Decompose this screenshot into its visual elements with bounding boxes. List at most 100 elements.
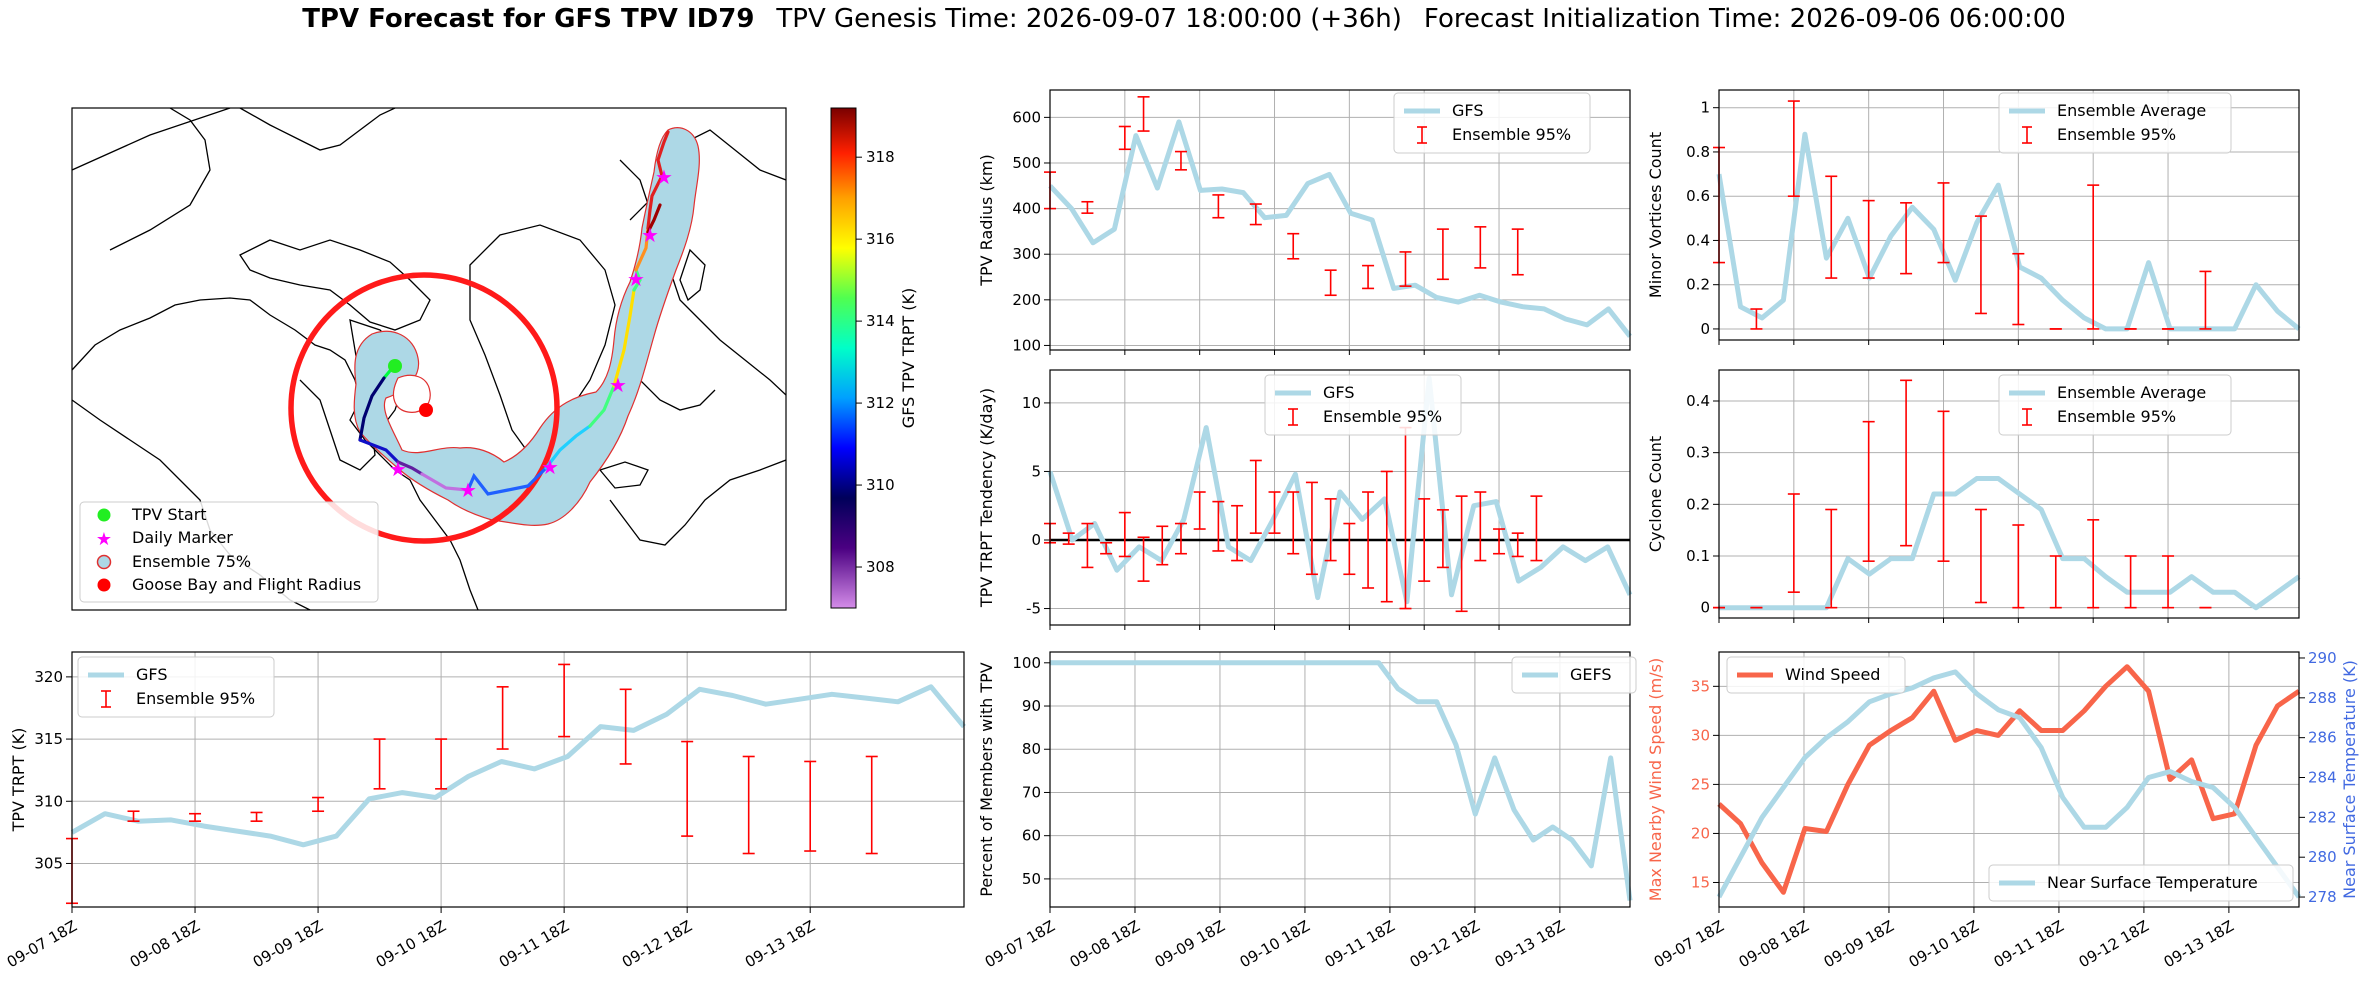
daily-marker: ★ (459, 478, 477, 502)
chart-wind_temp: 15 20 25 30 35 Max Nearby Wind Speed (m/s) 09-… (1646, 649, 2359, 971)
y2-axis-label: Near Surface Temperature (K) (2340, 660, 2359, 899)
y2-tick-label: 290 (2308, 649, 2337, 667)
y-axis-label: TPV Radius (km) (977, 154, 996, 287)
colorbar-tick-label: 308 (866, 558, 895, 576)
legend-label: Ensemble Average (2057, 101, 2206, 120)
series-line-near-surface-temperature (1716, 669, 2302, 899)
y-tick-label: 300 (1012, 245, 1041, 263)
y-tick-label: 0 (1031, 531, 1041, 549)
track-seg-2 (358, 376, 386, 442)
map-legend: TPV Start ★ Daily Marker Ensemble 75% Go… (79, 501, 379, 603)
y-tick-label: 0.2 (1686, 495, 1710, 513)
y-axis-label: Max Nearby Wind Speed (m/s) (1646, 658, 1665, 901)
legend-goose-bay-label: Goose Bay and Flight Radius (132, 575, 361, 594)
map-panel: ★ ★ ★ ★ ★ ★ ★ TPV Start ★ Daily Marker (71, 107, 918, 611)
coastline-uk (679, 248, 706, 302)
series-line-gfs (1047, 375, 1633, 605)
x-tick-label: 09-09 18Z (1152, 917, 1228, 971)
y-tick-label: 35 (1691, 677, 1710, 695)
legend: Ensemble Average Ensemble 95% (1998, 92, 2232, 154)
y-tick-label: -5 (1026, 600, 1041, 618)
legend-label: Ensemble 95% (1323, 407, 1442, 426)
y-tick-label: 0.3 (1686, 444, 1710, 462)
y-tick-label: 305 (34, 854, 63, 872)
daily-marker: ★ (609, 373, 627, 397)
coastline-iceland (598, 461, 649, 489)
track-seg-5 (420, 472, 470, 492)
chart-percent: 50 60 70 80 90 100 Percent of Members with TPV… (977, 651, 1637, 971)
track-seg-3 (358, 438, 400, 464)
y-tick-label: 10 (1022, 394, 1041, 412)
x-tick-label: 09-09 18Z (1821, 917, 1897, 971)
legend-box (1264, 374, 1462, 436)
legend-label: GFS (136, 665, 167, 684)
x-tick-label: 09-13 18Z (1492, 917, 1568, 971)
title-main: TPV Forecast for GFS TPV ID79 (302, 4, 755, 34)
y-tick-label: 320 (34, 668, 63, 686)
x-tick-label: 09-12 18Z (619, 917, 695, 971)
y-tick-label: 0.4 (1686, 231, 1710, 249)
legend-box (1988, 864, 2294, 902)
y-tick-label: 0 (1700, 320, 1710, 338)
y-tick-label: 400 (1012, 200, 1041, 218)
legend-goose-bay-icon (97, 578, 111, 592)
plot-frame (1049, 369, 1631, 626)
plot-frame (1049, 89, 1631, 351)
coastline-misc-2 (639, 379, 716, 411)
coastline-north-america (72, 297, 479, 610)
chart-radius: 100 200 300 400 500 600 TPV Radius (km) GFS Ense… (977, 89, 1632, 355)
legend-box (1726, 656, 1906, 694)
legend-label: Ensemble 95% (136, 689, 255, 708)
legend-label: GEFS (1570, 665, 1612, 684)
series-line-wind-speed (1717, 664, 2301, 895)
coastline-greenland (469, 224, 616, 456)
colorbar-label: GFS TPV TRPT (K) (899, 288, 918, 428)
colorbar-tick-label: 312 (866, 394, 895, 412)
legend: GEFS (1511, 656, 1637, 694)
colorbar-tick-label: 310 (866, 476, 895, 494)
legend-ensemble-label: Ensemble 75% (132, 552, 251, 571)
daily-markers: ★ ★ ★ ★ ★ ★ ★ (389, 165, 673, 502)
legend: Wind Speed (1726, 656, 1906, 694)
flight-radius-circle (288, 272, 560, 544)
legend-daily-marker-label: Daily Marker (132, 528, 233, 547)
y-tick-label: 0.2 (1686, 276, 1710, 294)
legend-daily-marker-icon: ★ (96, 529, 112, 550)
series-line-ensemble-average (1716, 131, 2301, 332)
y-axis-label: Cyclone Count (1646, 436, 1665, 552)
y-tick-label: 315 (34, 730, 63, 748)
series-line-gfs (70, 684, 966, 848)
tpv-track (358, 130, 670, 496)
track-seg-4 (396, 460, 424, 476)
y-axis-label: TPV TRPT (K) (9, 728, 28, 833)
track-seg-12 (646, 130, 670, 230)
y-tick-label: 310 (34, 792, 63, 810)
y2-tick-label: 278 (2308, 888, 2337, 906)
coastline-lat-line (72, 108, 231, 171)
x-tick-label: 09-08 18Z (1067, 917, 1143, 971)
x-tick-label: 09-11 18Z (496, 917, 572, 971)
legend: GFS Ensemble 95% (77, 656, 275, 718)
daily-marker: ★ (389, 457, 407, 481)
x-tick-label: 09-07 18Z (4, 917, 80, 971)
y-axis-label: Percent of Members with TPV (977, 662, 996, 896)
x-tick-label: 09-13 18Z (2161, 917, 2237, 971)
tpv-start-marker (388, 359, 402, 373)
x-tick-label: 09-13 18Z (742, 917, 818, 971)
legend-ensemble-icon (96, 554, 112, 570)
title-genesis: TPV Genesis Time: 2026-09-07 18:00:00 (+… (776, 4, 1402, 34)
colorbar-tick-label: 314 (866, 312, 895, 330)
y-tick-label: 90 (1022, 697, 1041, 715)
x-tick-label: 09-07 18Z (982, 917, 1058, 971)
track-seg-11 (634, 226, 650, 272)
legend-tpv-start-label: TPV Start (131, 505, 207, 524)
legend: Near Surface Temperature (1988, 864, 2294, 902)
y-tick-label: 1 (1700, 99, 1710, 117)
goose-bay-marker (419, 403, 433, 417)
x-tick-label: 09-08 18Z (1736, 917, 1812, 971)
y2-tick-label: 286 (2308, 729, 2337, 747)
series-line-gefs (1050, 660, 1633, 901)
x-tick-label: 09-10 18Z (1906, 917, 1982, 971)
coastline-misc-1 (609, 459, 786, 546)
